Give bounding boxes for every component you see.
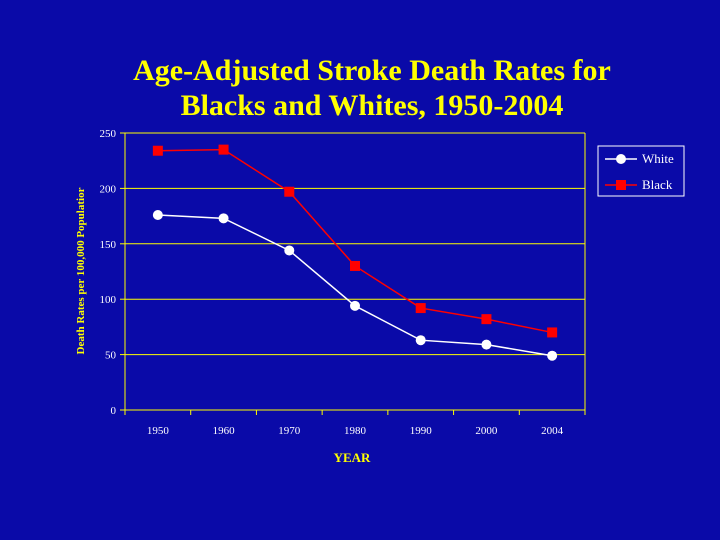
data-point-black — [218, 144, 229, 155]
y-tick-label: 150 — [100, 239, 117, 251]
x-tick-label: 2000 — [475, 425, 498, 437]
y-tick-labels: 0 50 100 150 200 250 — [100, 128, 117, 417]
data-point-black — [481, 314, 492, 325]
x-axis-label: YEAR — [334, 450, 371, 465]
data-point-black — [284, 186, 295, 197]
data-point-white — [415, 335, 426, 346]
data-point-white — [218, 213, 229, 224]
x-tick-label: 1960 — [213, 425, 236, 437]
legend-label-white: White — [642, 151, 674, 166]
data-point-black — [415, 303, 426, 314]
y-tick-label: 100 — [100, 294, 117, 306]
x-tick-label: 1970 — [278, 425, 301, 437]
data-point-black — [152, 145, 163, 156]
chart-title-line-2: Blacks and Whites, 1950-2004 — [181, 89, 564, 122]
legend-box — [597, 145, 685, 197]
legend-label-black: Black — [642, 177, 673, 192]
series-line-white — [157, 214, 553, 357]
series — [152, 144, 558, 361]
y-tick-label: 200 — [100, 183, 117, 195]
data-point-white — [284, 245, 295, 256]
data-point-black — [350, 260, 360, 271]
x-tick-label: 1990 — [410, 425, 433, 437]
chart-title-line-1: Age-Adjusted Stroke Death Rates for — [133, 54, 611, 87]
axes — [120, 132, 586, 415]
x-tick-label: 1950 — [147, 425, 170, 437]
y-tick-label: 0 — [111, 405, 117, 417]
data-point-white — [547, 350, 558, 361]
x-tick-labels: 1950 1960 1970 1980 1990 2000 2004 — [147, 425, 564, 437]
data-point-white — [152, 209, 163, 220]
y-tick-label: 250 — [100, 128, 117, 140]
data-point-white — [350, 300, 360, 311]
legend-marker-white — [616, 154, 626, 164]
y-axis-label: Death Rates per 100,000 Populatior — [75, 187, 87, 354]
legend-marker-black — [616, 180, 626, 190]
x-tick-label: 1980 — [344, 425, 367, 437]
data-point-white — [481, 339, 492, 350]
y-tick-label: 50 — [105, 350, 117, 362]
data-point-black — [547, 327, 558, 338]
gridlines — [125, 132, 585, 411]
x-tick-label: 2004 — [541, 425, 564, 437]
legend: White Black — [597, 145, 685, 197]
